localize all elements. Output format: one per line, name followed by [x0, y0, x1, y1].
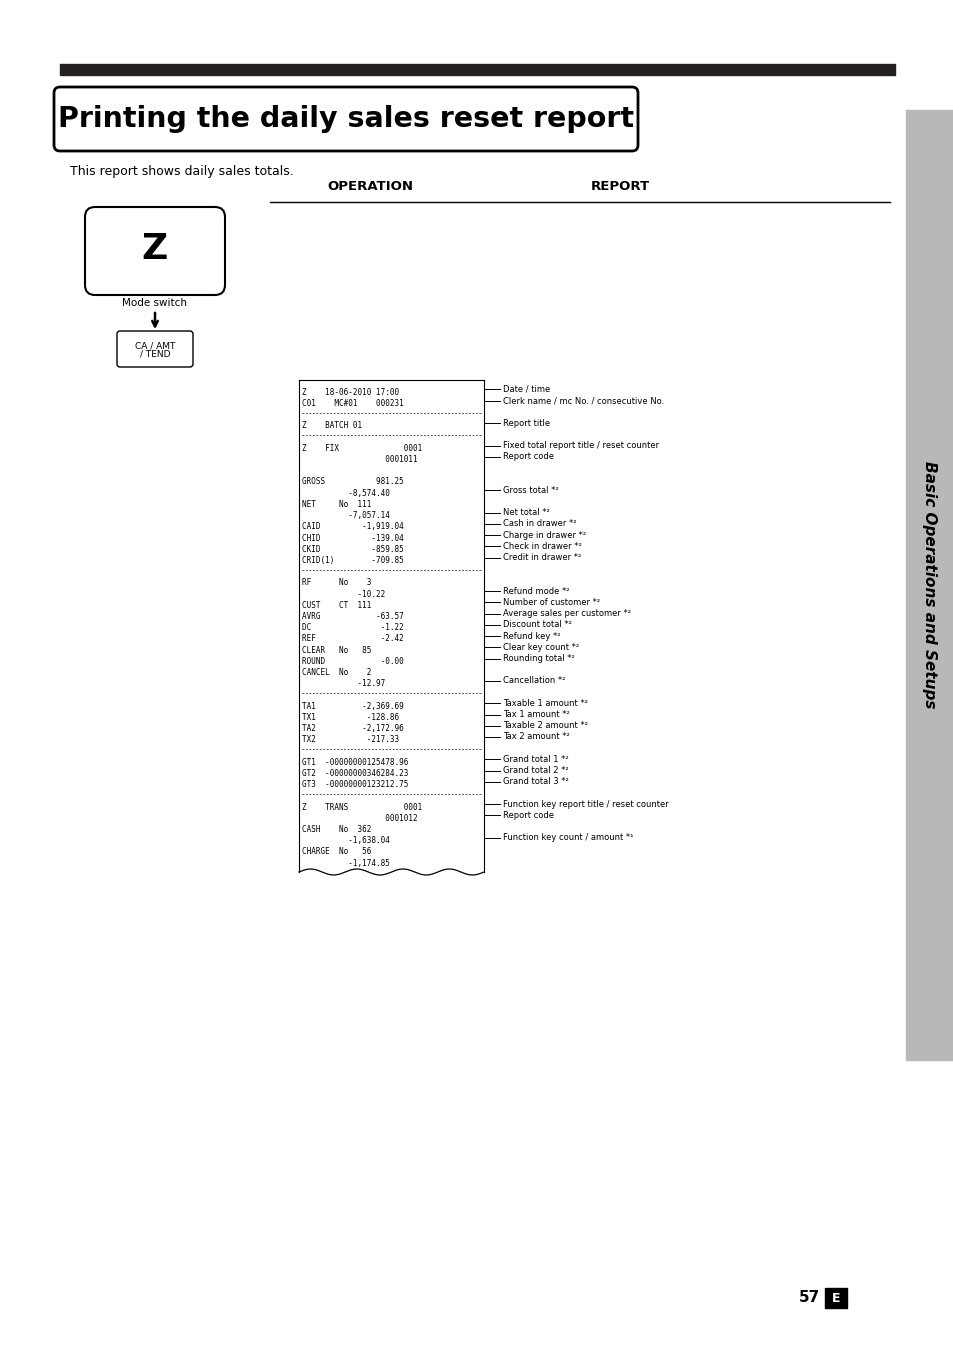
Text: NET     No  111: NET No 111 [302, 500, 371, 509]
Text: Credit in drawer *²: Credit in drawer *² [502, 554, 580, 562]
Text: 57: 57 [798, 1291, 820, 1305]
Text: Fixed total report title / reset counter: Fixed total report title / reset counter [502, 441, 659, 450]
Text: CKID           -859.85: CKID -859.85 [302, 545, 403, 554]
Text: Function key report title / reset counter: Function key report title / reset counte… [502, 799, 668, 809]
Text: This report shows daily sales totals.: This report shows daily sales totals. [70, 165, 294, 178]
Text: Taxable 1 amount *²: Taxable 1 amount *² [502, 699, 587, 707]
Text: Function key count / amount *¹: Function key count / amount *¹ [502, 833, 633, 842]
Text: -10.22: -10.22 [302, 590, 385, 598]
Text: Grand total 1 *²: Grand total 1 *² [502, 755, 568, 764]
Text: -12.97: -12.97 [302, 679, 385, 688]
Text: Discount total *²: Discount total *² [502, 621, 571, 629]
Text: -1,638.04: -1,638.04 [302, 836, 390, 845]
Text: Grand total 2 *²: Grand total 2 *² [502, 765, 568, 775]
Text: C01    MC#01    000231: C01 MC#01 000231 [302, 400, 403, 408]
Text: TA1          -2,369.69: TA1 -2,369.69 [302, 702, 403, 710]
Text: Grand total 3 *²: Grand total 3 *² [502, 778, 568, 786]
Text: Tax 2 amount *²: Tax 2 amount *² [502, 733, 569, 741]
Text: Charge in drawer *²: Charge in drawer *² [502, 531, 585, 540]
Text: Taxable 2 amount *²: Taxable 2 amount *² [502, 721, 587, 730]
Text: Z    FIX              0001: Z FIX 0001 [302, 444, 422, 452]
Text: GROSS           981.25: GROSS 981.25 [302, 478, 403, 486]
Text: Clerk name / mc No. / consecutive No.: Clerk name / mc No. / consecutive No. [502, 396, 663, 405]
Text: Mode switch: Mode switch [122, 298, 188, 308]
Text: GT3  -00000000123212.75: GT3 -00000000123212.75 [302, 780, 408, 790]
Bar [824, 1288, 846, 1308]
Text: TX2           -217.33: TX2 -217.33 [302, 736, 398, 744]
FancyBboxPatch shape [54, 86, 638, 151]
Text: CAID         -1,919.04: CAID -1,919.04 [302, 522, 403, 532]
Text: CHID           -139.04: CHID -139.04 [302, 533, 403, 543]
Text: -8,574.40: -8,574.40 [302, 489, 390, 498]
Text: CANCEL  No    2: CANCEL No 2 [302, 668, 371, 678]
Text: CUST    CT  111: CUST CT 111 [302, 601, 371, 610]
Text: Gross total *²: Gross total *² [502, 486, 558, 495]
Text: CHARGE  No   56: CHARGE No 56 [302, 848, 371, 856]
Text: Printing the daily sales reset report: Printing the daily sales reset report [58, 105, 634, 134]
Text: Refund mode *²: Refund mode *² [502, 587, 569, 595]
Text: Average sales per customer *²: Average sales per customer *² [502, 609, 630, 618]
Text: DC               -1.22: DC -1.22 [302, 624, 403, 632]
Text: GT1  -00000000125478.96: GT1 -00000000125478.96 [302, 757, 408, 767]
Text: Report code: Report code [502, 811, 554, 819]
Text: E: E [831, 1292, 840, 1304]
Text: Clear key count *²: Clear key count *² [502, 643, 578, 652]
Text: CLEAR   No   85: CLEAR No 85 [302, 645, 371, 655]
Text: TX1           -128.86: TX1 -128.86 [302, 713, 398, 722]
Text: 0001012: 0001012 [302, 814, 417, 822]
Text: Basic Operations and Setups: Basic Operations and Setups [922, 462, 937, 709]
Text: Check in drawer *²: Check in drawer *² [502, 541, 581, 551]
Bar [905, 109, 953, 1060]
Text: -7,057.14: -7,057.14 [302, 512, 390, 520]
Text: CRID(1)        -709.85: CRID(1) -709.85 [302, 556, 403, 564]
FancyBboxPatch shape [117, 331, 193, 367]
Text: Refund key *²: Refund key *² [502, 632, 560, 641]
Text: OPERATION: OPERATION [327, 180, 413, 193]
Bar [298, 379, 483, 872]
Text: Rounding total *²: Rounding total *² [502, 653, 574, 663]
Bar [60, 63, 894, 76]
Text: AVRG            -63.57: AVRG -63.57 [302, 612, 403, 621]
Text: RF      No    3: RF No 3 [302, 578, 371, 587]
Text: Tax 1 amount *²: Tax 1 amount *² [502, 710, 569, 720]
Text: REF              -2.42: REF -2.42 [302, 634, 403, 644]
Text: ROUND            -0.00: ROUND -0.00 [302, 657, 403, 666]
Text: CA / AMT: CA / AMT [134, 342, 175, 351]
Text: / TEND: / TEND [139, 350, 170, 359]
Text: Z    TRANS            0001: Z TRANS 0001 [302, 802, 422, 811]
Text: Cancellation *²: Cancellation *² [502, 676, 565, 686]
Text: Net total *²: Net total *² [502, 509, 549, 517]
Text: Report title: Report title [502, 418, 550, 428]
Text: TA2          -2,172.96: TA2 -2,172.96 [302, 724, 403, 733]
Text: GT2  -00000000346284.23: GT2 -00000000346284.23 [302, 769, 408, 778]
Text: CASH    No  362: CASH No 362 [302, 825, 371, 834]
Text: Report code: Report code [502, 452, 554, 462]
Text: Cash in drawer *²: Cash in drawer *² [502, 520, 576, 528]
Text: Number of customer *²: Number of customer *² [502, 598, 599, 608]
Text: Z    BATCH 01: Z BATCH 01 [302, 421, 362, 431]
Text: -1,174.85: -1,174.85 [302, 859, 390, 868]
Text: Date / time: Date / time [502, 385, 550, 394]
FancyBboxPatch shape [85, 207, 225, 296]
Text: 0001011: 0001011 [302, 455, 417, 464]
Text: REPORT: REPORT [590, 180, 649, 193]
Text: Z: Z [142, 232, 168, 266]
Text: Z    18-06-2010 17:00: Z 18-06-2010 17:00 [302, 387, 398, 397]
